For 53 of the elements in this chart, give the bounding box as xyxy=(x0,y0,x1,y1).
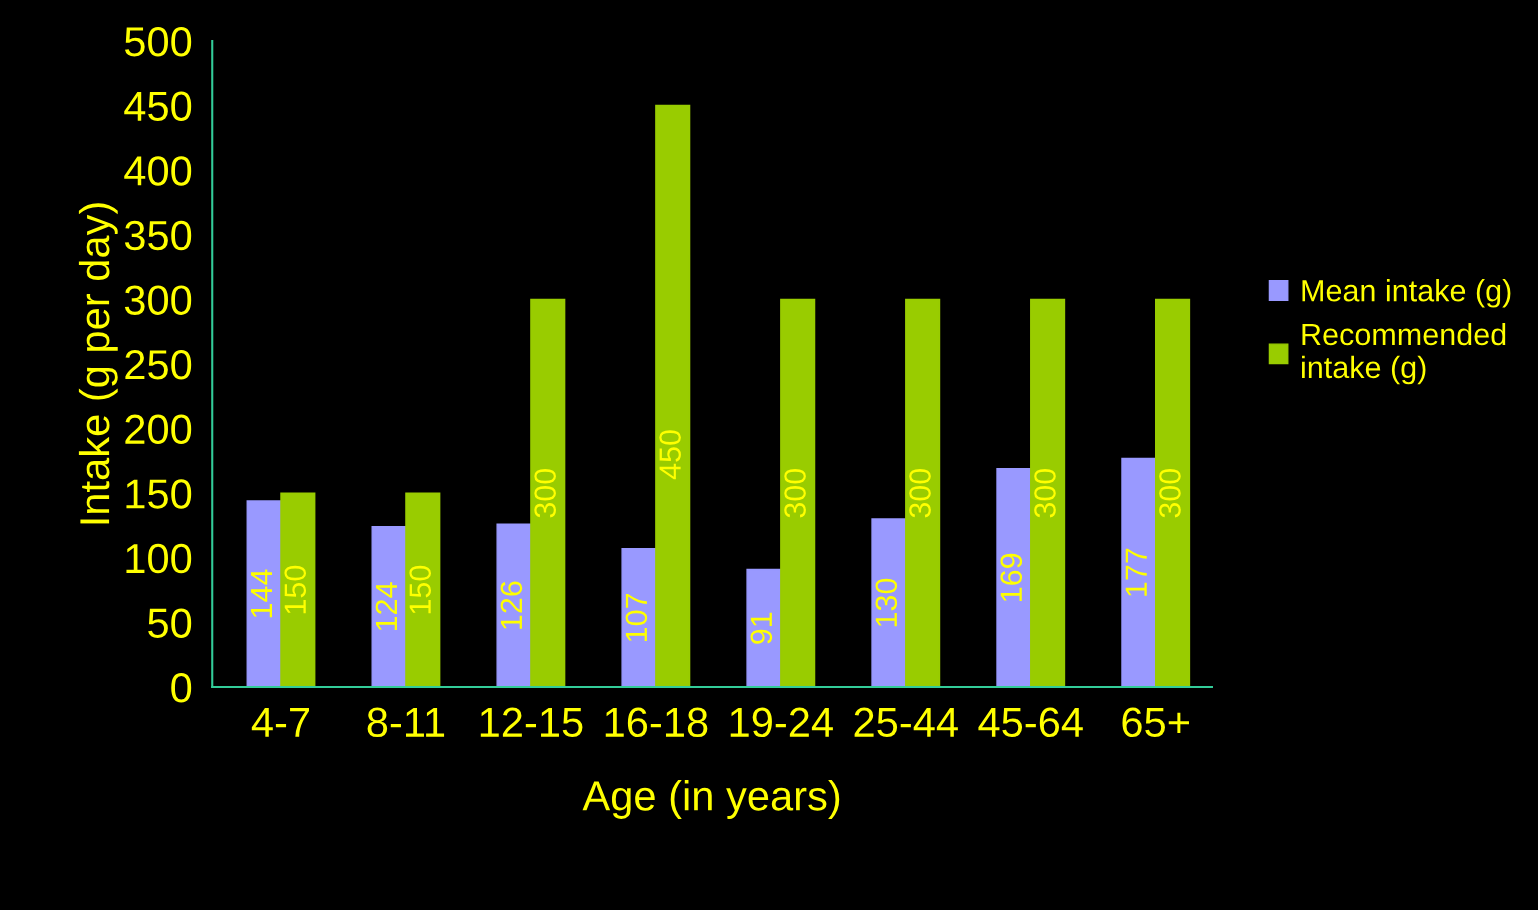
data-label: 107 xyxy=(625,593,648,642)
y-tick-label: 250 xyxy=(125,350,192,380)
y-tick-label: 450 xyxy=(124,91,192,122)
x-tick-label: 4-7 xyxy=(251,708,309,737)
data-label: 300 xyxy=(784,468,806,518)
bar xyxy=(655,104,691,688)
bar xyxy=(405,492,441,688)
y-tick-label: 0 xyxy=(171,673,192,703)
x-tick-label: 45-64 xyxy=(978,707,1083,738)
data-label: 450 xyxy=(659,430,681,480)
y-tick-label: 100 xyxy=(126,543,192,574)
x-tick-label: 8-11 xyxy=(367,707,445,738)
x-tick-label: 25-44 xyxy=(854,707,958,738)
y-tick-label: 500 xyxy=(124,26,192,57)
bar xyxy=(905,298,941,688)
data-label: 150 xyxy=(409,565,432,614)
legend-label: Recommended intake (g) xyxy=(1302,322,1506,385)
bar xyxy=(1030,298,1066,688)
data-label: 144 xyxy=(250,569,272,618)
x-tick-label: 19-24 xyxy=(730,707,833,738)
y-tick-label: 200 xyxy=(125,414,192,445)
data-label: 124 xyxy=(375,582,397,631)
y-tick-label: 400 xyxy=(124,156,192,186)
data-label: 130 xyxy=(875,578,898,627)
bar xyxy=(1155,298,1191,688)
data-label: 300 xyxy=(909,468,931,518)
bar xyxy=(746,568,782,688)
data-label: 126 xyxy=(500,581,523,629)
bar xyxy=(621,548,657,688)
legend-label: Mean intake (g) xyxy=(1302,279,1511,308)
data-label: 91 xyxy=(750,612,773,644)
x-tick-label: 12-15 xyxy=(480,707,583,738)
data-label: 150 xyxy=(284,565,307,614)
x-tick-label: 65+ xyxy=(1122,707,1189,738)
bar xyxy=(280,492,316,688)
bar xyxy=(996,467,1032,688)
data-label: 300 xyxy=(1034,468,1056,518)
bar xyxy=(780,298,816,688)
bar xyxy=(1121,457,1157,688)
y-tick-label: 150 xyxy=(126,479,192,509)
y-tick-label: 50 xyxy=(148,608,192,638)
y-tick-label: 350 xyxy=(124,220,192,251)
data-label: 300 xyxy=(534,468,556,518)
data-label: 177 xyxy=(1125,548,1147,596)
data-label: 300 xyxy=(1159,468,1181,518)
bar xyxy=(871,518,907,688)
x-axis-title: Age (in years) xyxy=(582,780,840,819)
y-tick-label: 300 xyxy=(124,285,192,315)
bar xyxy=(496,523,532,688)
y-axis-title: Intake (g per day) xyxy=(78,203,118,524)
data-label: 169 xyxy=(1000,553,1023,602)
bar xyxy=(530,298,566,688)
x-tick-label: 16-18 xyxy=(605,707,708,738)
